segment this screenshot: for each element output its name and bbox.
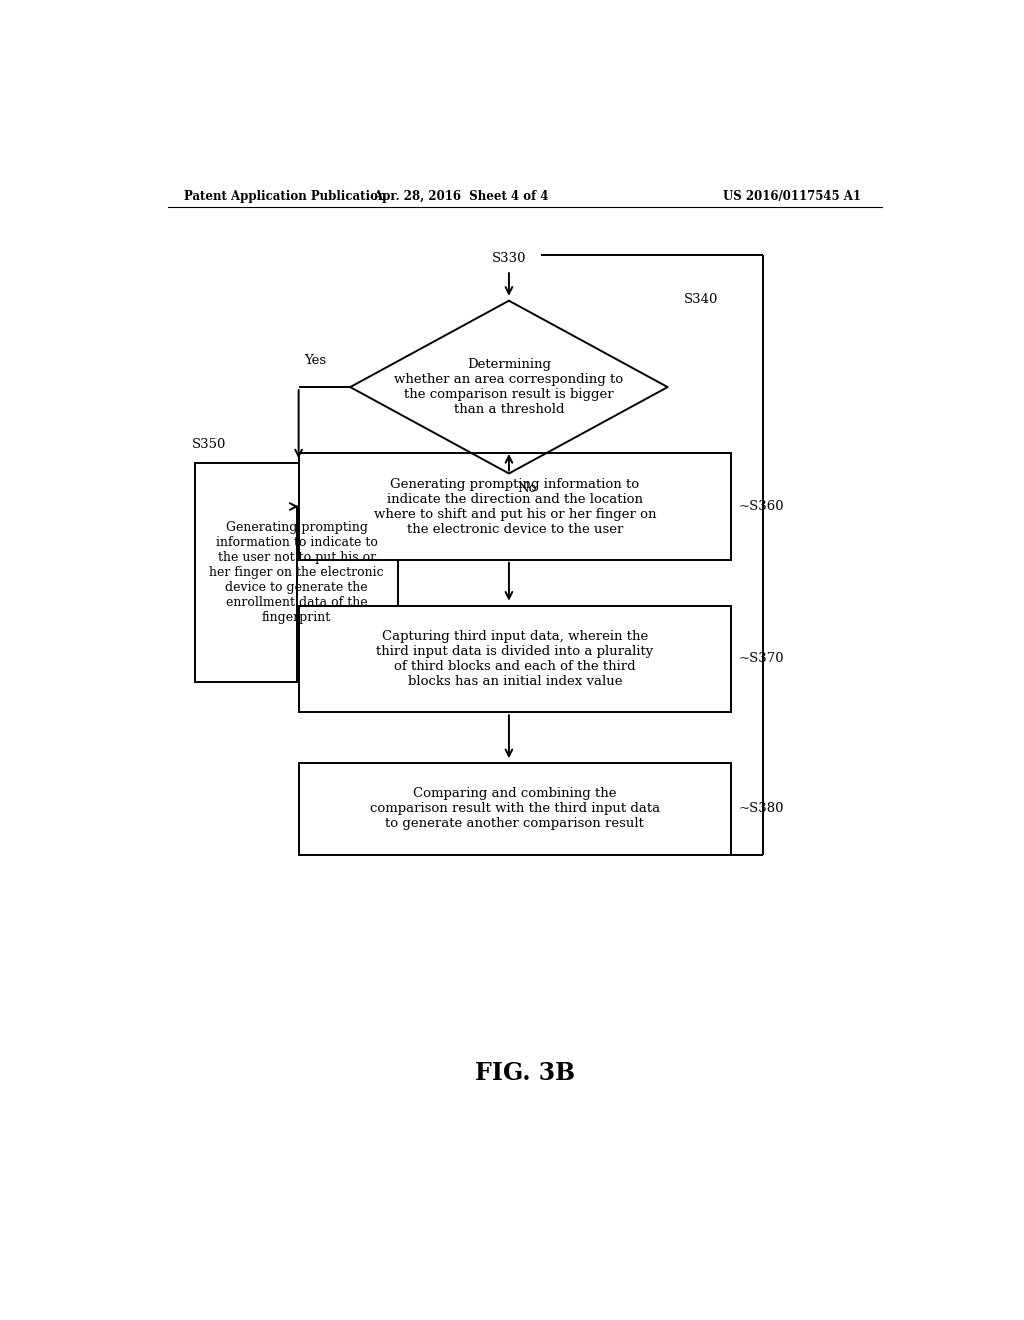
Text: S350: S350 <box>191 438 226 451</box>
Text: ~S370: ~S370 <box>739 652 784 665</box>
FancyBboxPatch shape <box>196 463 397 682</box>
Text: ~S360: ~S360 <box>739 500 784 513</box>
Text: Generating prompting
information to indicate to
the user not to put his or
her f: Generating prompting information to indi… <box>209 521 384 624</box>
Text: FIG. 3B: FIG. 3B <box>475 1061 574 1085</box>
FancyBboxPatch shape <box>299 763 731 854</box>
Text: S340: S340 <box>684 293 718 306</box>
Text: Comparing and combining the
comparison result with the third input data
to gener: Comparing and combining the comparison r… <box>370 788 659 830</box>
Text: Patent Application Publication: Patent Application Publication <box>183 190 386 202</box>
Text: Yes: Yes <box>304 354 327 367</box>
Text: Capturing third input data, wherein the
third input data is divided into a plura: Capturing third input data, wherein the … <box>376 630 653 688</box>
Text: US 2016/0117545 A1: US 2016/0117545 A1 <box>723 190 861 202</box>
Text: Determining
whether an area corresponding to
the comparison result is bigger
tha: Determining whether an area correspondin… <box>394 358 624 416</box>
Text: S330: S330 <box>492 252 526 265</box>
FancyBboxPatch shape <box>299 606 731 713</box>
Text: No: No <box>517 482 537 495</box>
Text: ~S380: ~S380 <box>739 803 784 816</box>
Text: Apr. 28, 2016  Sheet 4 of 4: Apr. 28, 2016 Sheet 4 of 4 <box>374 190 549 202</box>
Text: Generating prompting information to
indicate the direction and the location
wher: Generating prompting information to indi… <box>374 478 656 536</box>
FancyBboxPatch shape <box>299 453 731 560</box>
